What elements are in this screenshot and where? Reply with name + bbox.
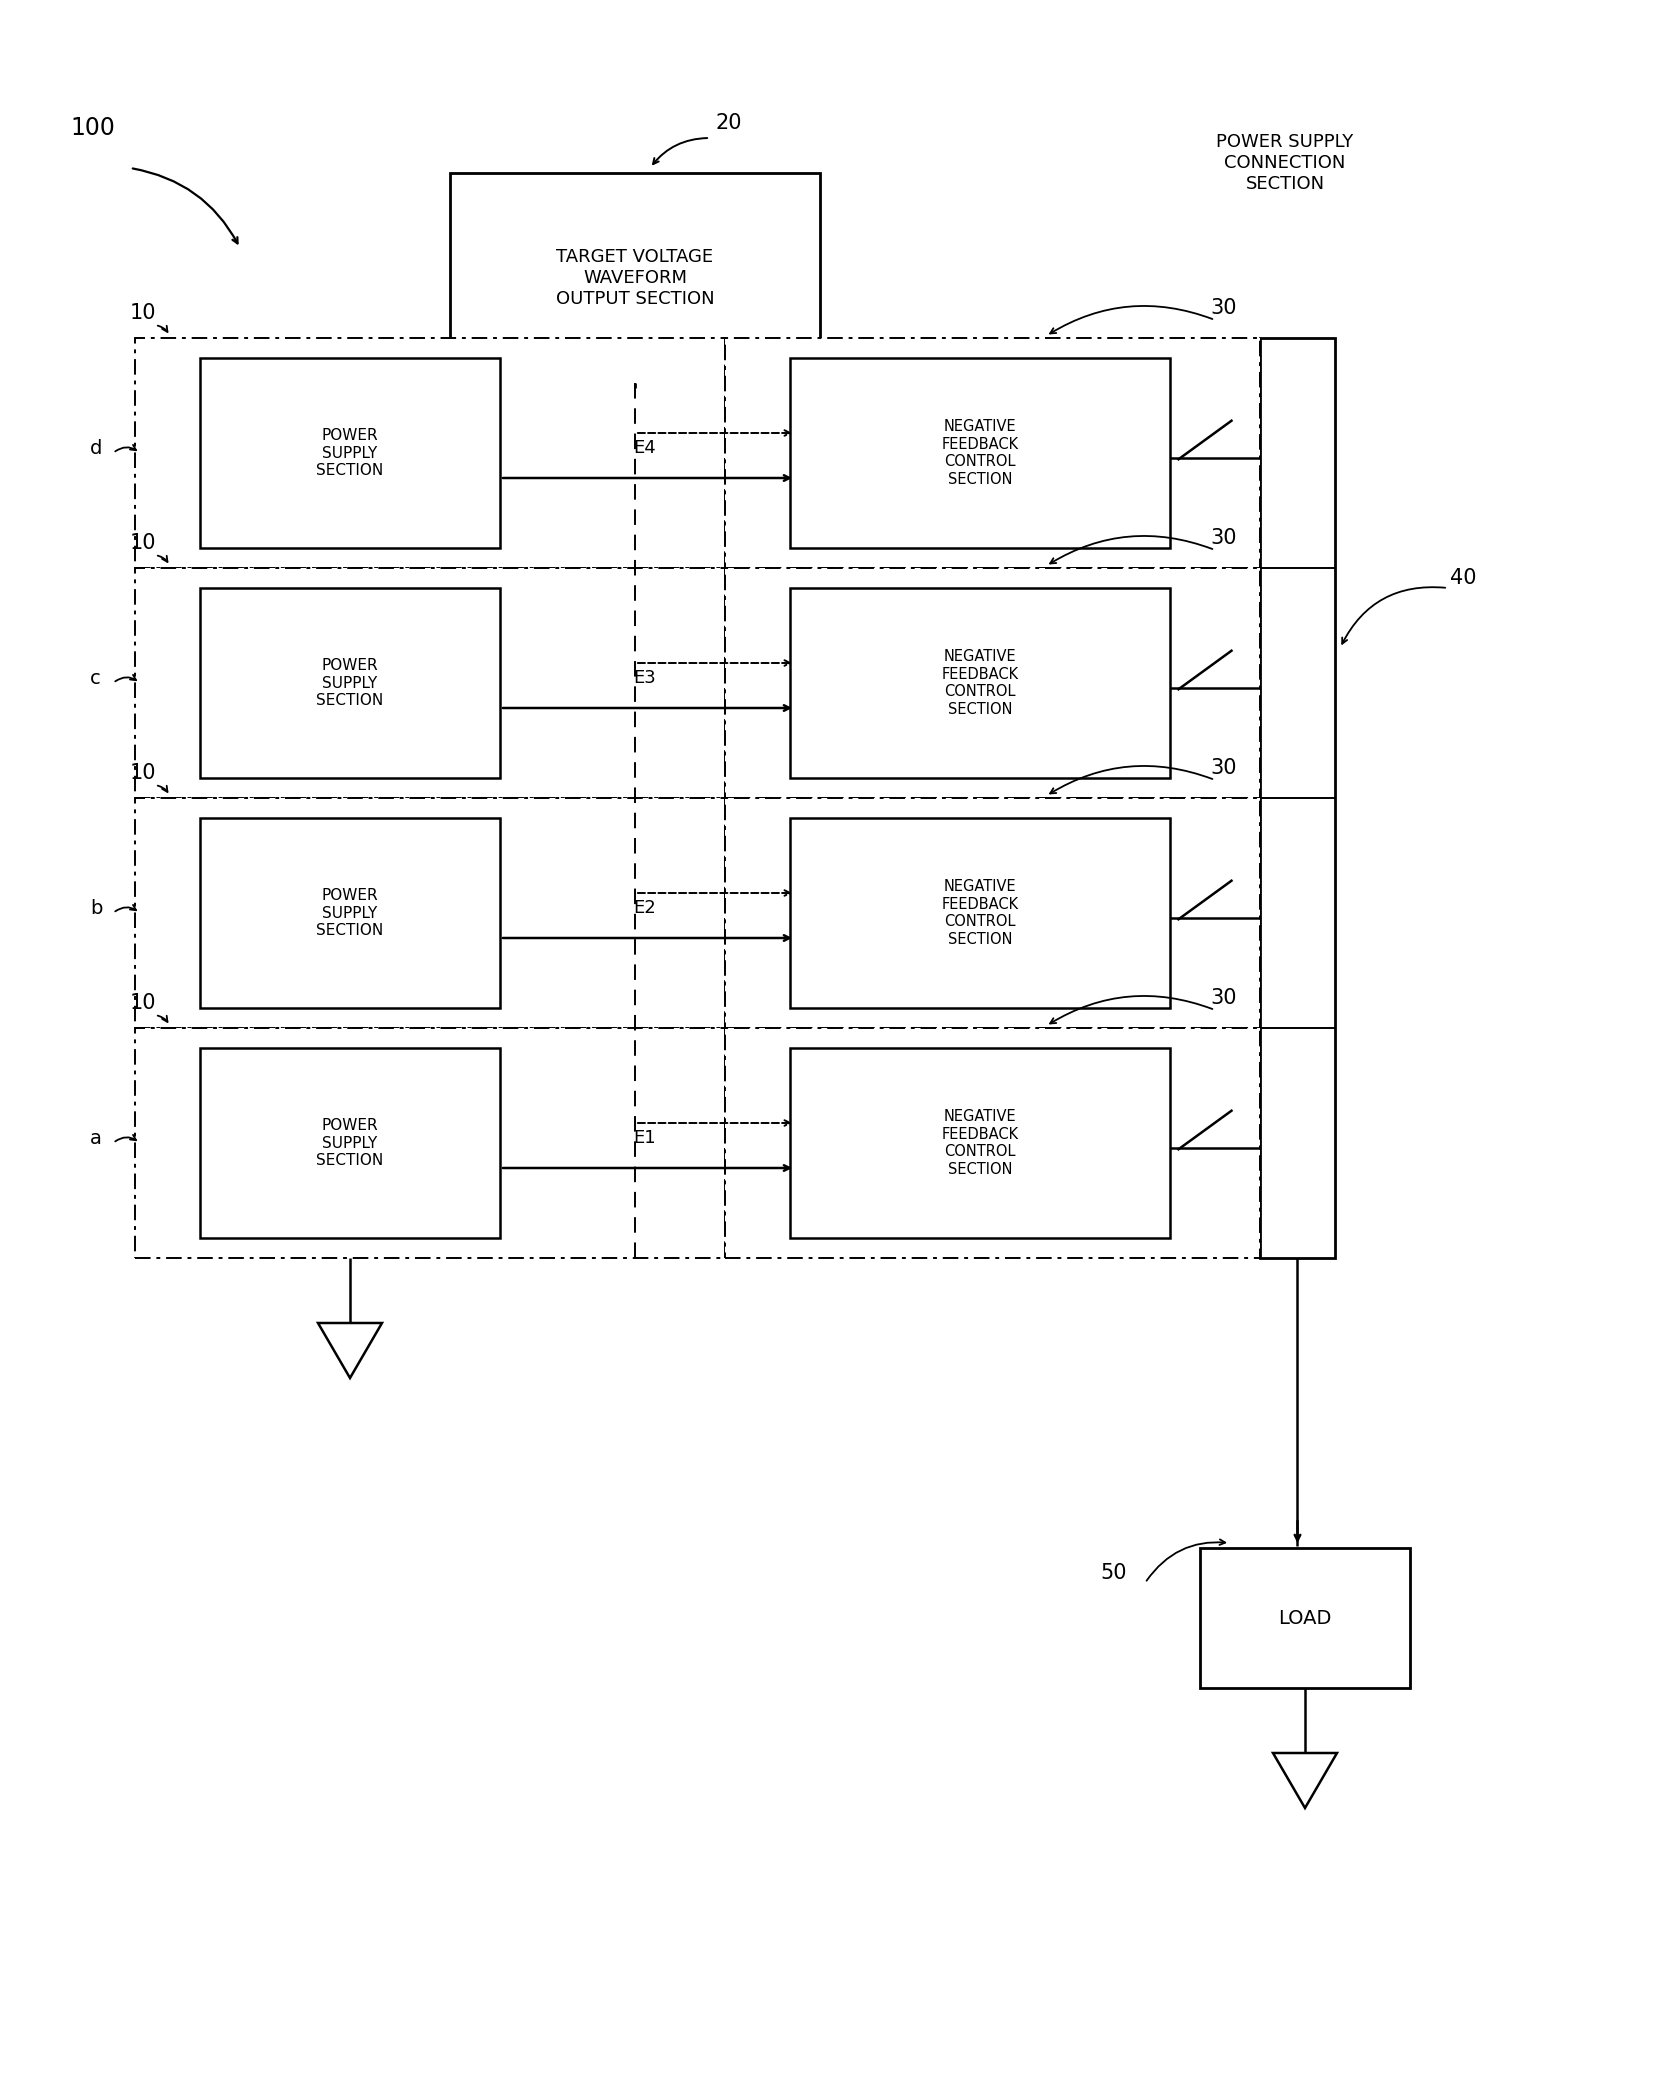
Bar <box>134 338 725 569</box>
Bar <box>201 1049 499 1238</box>
Bar <box>450 172 820 384</box>
Bar <box>725 569 1259 797</box>
Bar <box>790 818 1170 1007</box>
Text: 10: 10 <box>129 302 156 323</box>
Text: 30: 30 <box>1209 298 1236 319</box>
Text: 50: 50 <box>1100 1563 1126 1584</box>
Bar <box>134 569 725 797</box>
Bar <box>201 359 499 548</box>
Bar <box>134 797 725 1028</box>
Bar <box>725 338 1259 569</box>
Text: E3: E3 <box>634 669 657 686</box>
Text: 10: 10 <box>129 764 156 783</box>
Text: POWER
SUPPLY
SECTION: POWER SUPPLY SECTION <box>317 428 383 478</box>
Text: a: a <box>90 1129 101 1148</box>
Bar <box>790 587 1170 778</box>
Text: 40: 40 <box>1450 569 1477 587</box>
Bar <box>134 1028 725 1259</box>
Text: 30: 30 <box>1209 529 1236 548</box>
Text: 10: 10 <box>129 992 156 1013</box>
Text: POWER SUPPLY
CONNECTION
SECTION: POWER SUPPLY CONNECTION SECTION <box>1216 132 1354 193</box>
Text: LOAD: LOAD <box>1279 1609 1332 1628</box>
Bar <box>725 797 1259 1028</box>
Bar <box>790 1049 1170 1238</box>
Bar <box>201 587 499 778</box>
Text: c: c <box>90 669 101 688</box>
Text: E2: E2 <box>634 900 657 917</box>
Text: 30: 30 <box>1209 757 1236 778</box>
Text: NEGATIVE
FEEDBACK
CONTROL
SECTION: NEGATIVE FEEDBACK CONTROL SECTION <box>941 650 1019 718</box>
Bar <box>1199 1548 1410 1689</box>
Text: NEGATIVE
FEEDBACK
CONTROL
SECTION: NEGATIVE FEEDBACK CONTROL SECTION <box>941 879 1019 946</box>
Text: POWER
SUPPLY
SECTION: POWER SUPPLY SECTION <box>317 1118 383 1169</box>
Bar <box>790 359 1170 548</box>
Text: NEGATIVE
FEEDBACK
CONTROL
SECTION: NEGATIVE FEEDBACK CONTROL SECTION <box>941 420 1019 487</box>
Text: 30: 30 <box>1209 988 1236 1007</box>
Text: d: d <box>90 438 103 457</box>
Text: 100: 100 <box>70 115 114 141</box>
Text: E4: E4 <box>634 438 657 457</box>
Text: NEGATIVE
FEEDBACK
CONTROL
SECTION: NEGATIVE FEEDBACK CONTROL SECTION <box>941 1110 1019 1177</box>
Bar <box>1259 338 1335 1259</box>
Bar <box>725 1028 1259 1259</box>
Text: POWER
SUPPLY
SECTION: POWER SUPPLY SECTION <box>317 887 383 938</box>
Text: E1: E1 <box>634 1129 657 1148</box>
Text: 20: 20 <box>715 113 742 132</box>
Bar <box>201 818 499 1007</box>
Text: 10: 10 <box>129 533 156 554</box>
Text: POWER
SUPPLY
SECTION: POWER SUPPLY SECTION <box>317 659 383 707</box>
Text: TARGET VOLTAGE
WAVEFORM
OUTPUT SECTION: TARGET VOLTAGE WAVEFORM OUTPUT SECTION <box>556 248 715 308</box>
Text: b: b <box>90 898 103 917</box>
